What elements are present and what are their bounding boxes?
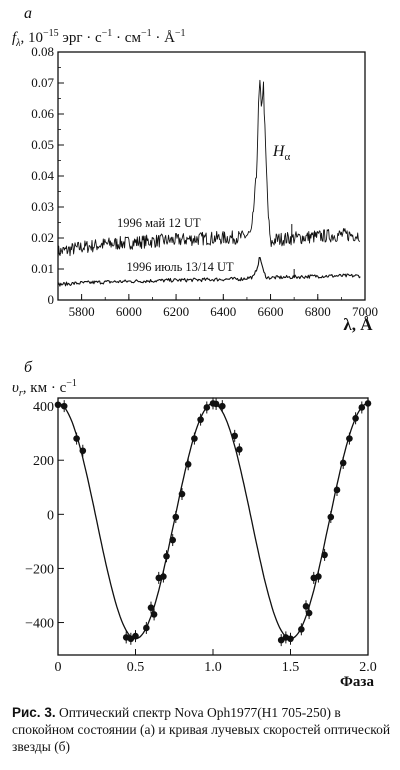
velocity-point (172, 513, 180, 521)
series-label-may: 1996 май 12 UT (117, 216, 201, 230)
velocity-point (60, 402, 68, 410)
velocity-point (163, 552, 170, 560)
x-tick-label: 6000 (116, 304, 142, 319)
y-tick-label: 0.05 (31, 137, 54, 152)
y-tick-label: 0.03 (31, 199, 54, 214)
x-tick-label: 2.0 (359, 660, 377, 675)
spectrum-series-line (57, 257, 361, 287)
y-tick-label: 0.01 (31, 261, 54, 276)
x-tick-label: 0 (55, 660, 62, 675)
velocity-point (132, 632, 139, 640)
x-tick-label: 0.5 (127, 660, 145, 675)
y-tick-label: 0.06 (31, 106, 54, 121)
velocity-point (160, 573, 167, 580)
velocity-point (219, 402, 226, 410)
x-tick-label: 6800 (305, 304, 331, 319)
figure-caption: Рис. 3. Оптический спектр Nova Oph1977(H… (12, 704, 392, 755)
velocity-point (305, 609, 313, 617)
panel-a-x-axis-label: λ, Å (343, 315, 373, 334)
y-tick-label: 0.07 (31, 75, 54, 90)
velocity-point (147, 604, 155, 611)
radial-velocity-plot: 0 0.5 1.0 1.5 2.0 −400 −200 0 200 400 (25, 397, 377, 675)
velocity-point (333, 486, 341, 494)
spectrum-series-line (57, 79, 361, 259)
x-tick-label: 6600 (258, 304, 284, 319)
panel-b-y-axis-label: υr, км · с−1 (12, 378, 77, 399)
velocity-point (352, 414, 359, 422)
velocity-point (298, 626, 305, 633)
velocity-point (236, 446, 243, 453)
velocity-point (178, 490, 186, 498)
model-curve (57, 402, 369, 640)
caption-lead: Рис. 3. (12, 705, 56, 720)
y-tick-label: 0.02 (31, 230, 54, 245)
x-tick-label: 1.0 (204, 660, 222, 675)
y-tick-label: 0 (47, 508, 54, 523)
spectrum-plot: 5800 6000 6200 6400 6600 6800 7000 0 0.01 0.02 0.0… (31, 44, 378, 319)
velocity-point (73, 435, 80, 442)
velocity-point (54, 401, 62, 409)
x-tick-label: 7000 (352, 304, 378, 319)
velocity-point (191, 435, 198, 442)
y-tick-label: −400 (25, 617, 54, 632)
velocity-point (327, 513, 335, 521)
y-tick-label: 400 (33, 400, 54, 415)
series-label-july: 1996 июль 13/14 UT (126, 260, 234, 274)
velocity-point (339, 459, 347, 467)
x-tick-label: 6400 (210, 304, 236, 319)
velocity-point (364, 400, 372, 407)
velocity-point (287, 635, 294, 643)
velocity-point (150, 611, 158, 618)
velocity-point (143, 624, 150, 632)
x-tick-label: 1.5 (282, 660, 300, 675)
panel-b-x-axis-label: Фаза (340, 674, 374, 690)
velocity-point (184, 460, 192, 468)
figure: а fλ, 10−15 эрг · с−1 · см−1 · Å−1 5800 6… (12, 5, 378, 690)
velocity-point (315, 573, 322, 580)
caption-text: Оптический спектр Nova Oph1977(H1 705-25… (12, 705, 391, 754)
velocity-point (203, 404, 211, 411)
x-tick-label: 5800 (69, 304, 95, 319)
x-tick-label: 6200 (163, 304, 189, 319)
velocity-point (169, 536, 176, 544)
panel-a: а fλ, 10−15 эрг · с−1 · см−1 · Å−1 5800 6… (12, 5, 378, 334)
panel-b-letter: б (24, 359, 33, 376)
y-tick-label: 0.08 (31, 44, 54, 59)
panel-b: б υr, км · с−1 0 0.5 1.0 1.5 2.0 −400 −200 0 200… (12, 359, 377, 690)
velocity-point (358, 404, 366, 411)
panel-a-letter: а (24, 5, 32, 22)
velocity-point (302, 603, 310, 610)
velocity-point (79, 447, 87, 455)
velocity-point (212, 400, 220, 408)
h-alpha-label: Hα (272, 143, 291, 163)
panel-a-y-axis-label: fλ, 10−15 эрг · с−1 · см−1 · Å−1 (12, 28, 186, 49)
velocity-point (346, 435, 353, 442)
y-tick-label: 200 (33, 454, 54, 469)
y-tick-label: −200 (25, 562, 54, 577)
velocity-point (231, 432, 238, 440)
velocity-point (197, 416, 204, 423)
velocity-point (321, 551, 328, 559)
y-tick-label: 0.04 (31, 168, 54, 183)
plot-frame (57, 397, 369, 656)
y-tick-label: 0 (48, 292, 55, 307)
